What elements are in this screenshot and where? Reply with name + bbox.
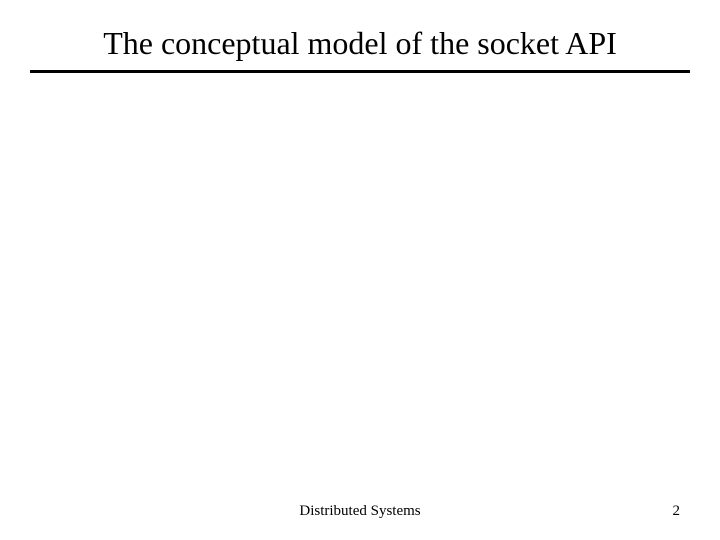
slide-footer: Distributed Systems 2 (0, 496, 720, 520)
page-number: 2 (673, 503, 681, 520)
slide: The conceptual model of the socket API D… (0, 0, 720, 540)
title-underline-rule (30, 70, 690, 73)
footer-center-text: Distributed Systems (0, 503, 720, 520)
slide-title: The conceptual model of the socket API (0, 24, 720, 62)
